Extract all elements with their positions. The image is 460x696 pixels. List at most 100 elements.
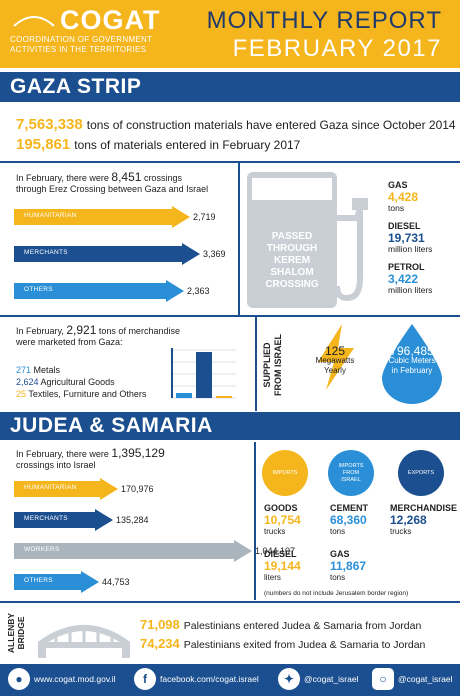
diesel-name: DIESEL xyxy=(264,549,297,559)
logo-subtitle-1: COORDINATION OF GOVERNMENT xyxy=(10,35,153,44)
vertical-divider xyxy=(254,442,256,600)
imports-circle: IMPORTS xyxy=(262,450,308,496)
electricity-unit-1: Megawatts xyxy=(315,356,355,365)
imports-israel-circle-label: IMPORTS FROM ISRAEL xyxy=(338,462,364,483)
water-drop-icon xyxy=(370,322,454,406)
judea-note: (numbers do not include Jerusalem border… xyxy=(264,590,409,597)
pump-text-2: THROUGH xyxy=(266,243,318,254)
arrow-label: HUMANITARIAN xyxy=(24,484,77,491)
vertical-divider xyxy=(255,317,257,411)
report-month: FEBRUARY 2017 xyxy=(232,35,442,62)
instagram-link[interactable]: @cogat_israel xyxy=(398,674,453,684)
divider xyxy=(0,161,460,163)
merch-bar-2 xyxy=(216,396,232,398)
merch-bar-1 xyxy=(196,352,212,398)
arrow-label: OTHERS xyxy=(24,577,53,584)
header: COGAT COORDINATION OF GOVERNMENT ACTIVIT… xyxy=(0,0,460,68)
water-unit-2: in February xyxy=(391,366,433,375)
exports-circle-label: EXPORTS xyxy=(407,469,435,476)
arrow-shape xyxy=(14,478,118,500)
supplied-label-2: FROM ISRAEL xyxy=(273,334,283,396)
erez-crossings-text: In February, there were 8,451 crossings … xyxy=(16,170,246,195)
allenby-exited: 74,234 Palestinians exited from Judea & S… xyxy=(140,636,425,651)
allenby-entered-text: Palestinians entered Judea & Samaria fro… xyxy=(183,620,422,632)
arrow-shape xyxy=(14,571,99,593)
judea-section-bar: JUDEA & SAMARIA xyxy=(0,412,460,440)
goods-name: GOODS xyxy=(264,503,298,513)
gas-stat: GAS 11,867 tons xyxy=(330,549,390,582)
logo-emblem-icon xyxy=(12,8,56,30)
arrow-value: 170,976 xyxy=(121,484,154,494)
diesel-stat: DIESEL 19,144 liters xyxy=(264,549,324,582)
fuel-petrol-value: 3,422 xyxy=(388,272,419,286)
twitter-icon[interactable]: ✦ xyxy=(278,668,300,690)
merch-textiles-label: Textiles, Furniture and Others xyxy=(28,389,147,399)
water-value: 796,485 xyxy=(390,344,434,358)
erez-pre: In February, there were xyxy=(16,173,109,183)
fuel-diesel-name: DIESEL xyxy=(388,221,421,231)
fuel-petrol: PETROL 3,422 million liters xyxy=(388,262,458,295)
allenby-exited-text: Palestinians exited from Judea & Samaria… xyxy=(183,639,426,651)
allenby-exited-value: 74,234 xyxy=(140,636,180,651)
arrow-shape xyxy=(14,243,200,265)
erez-crossings-value: 8,451 xyxy=(111,170,142,184)
fuel-list: GAS 4,428 tons DIESEL 19,731 million lit… xyxy=(388,180,458,295)
website-link[interactable]: www.cogat.mod.gov.il xyxy=(34,674,116,684)
divider xyxy=(0,315,460,317)
arrow-others: OTHERS 44,753 xyxy=(14,571,179,593)
fuel-pump-icon xyxy=(242,168,377,313)
pump-text: PASSED THROUGH KEREM SHALOM CROSSING xyxy=(247,231,337,291)
imports-israel-circle: IMPORTS FROM ISRAEL xyxy=(328,450,374,496)
globe-icon[interactable]: ● xyxy=(8,668,30,690)
fuel-petrol-name: PETROL xyxy=(388,262,425,272)
instagram-icon[interactable]: ○ xyxy=(372,668,394,690)
fuel-gas: GAS 4,428 tons xyxy=(388,180,458,213)
logo-word: COGAT xyxy=(60,5,161,35)
water-unit-1: Cubic Meters xyxy=(388,356,436,365)
arrow-others: OTHERS 2,363 xyxy=(14,280,264,302)
pump-text-5: CROSSING xyxy=(265,279,319,290)
goods-value: 10,754 xyxy=(264,513,301,527)
arrow-value: 2,363 xyxy=(187,286,210,296)
arrow-shape xyxy=(14,540,252,562)
allenby-label-text: ALLENBY BRIDGE xyxy=(6,606,26,660)
fuel-diesel: DIESEL 19,731 million liters xyxy=(388,221,458,254)
arrow-workers: WORKERS 1,044,107 xyxy=(14,540,332,562)
allenby-label-2: BRIDGE xyxy=(16,616,26,650)
arrow-shape xyxy=(14,509,113,531)
pump-text-3: KEREM xyxy=(273,255,311,266)
arrow-label: HUMANITARIAN xyxy=(24,212,77,219)
merchandise-name: MERCHANDISE xyxy=(390,503,458,513)
logo-subtitle-2: ACTIVITIES IN THE TERRITORIES xyxy=(10,45,147,54)
merch-metals-label: Metals xyxy=(33,365,61,375)
supplied-label-text: SUPPLIED FROM ISRAEL xyxy=(262,322,284,408)
arrow-value: 2,719 xyxy=(193,212,216,222)
merch-post: tons of merchandise xyxy=(98,326,180,336)
merch-agri-label: Agricultural Goods xyxy=(40,377,115,387)
merchandise-stat: MERCHANDISE 12,268 trucks xyxy=(390,503,458,536)
allenby-entered-value: 71,098 xyxy=(140,617,180,632)
merch-bar-chart xyxy=(170,348,236,400)
twitter-link[interactable]: @cogat_israel xyxy=(304,674,359,684)
merch-bar-0 xyxy=(176,393,192,398)
fuel-diesel-unit: million liters xyxy=(388,244,433,254)
allenby-label-1: ALLENBY xyxy=(6,612,16,654)
judea-pre: In February, there were xyxy=(16,449,109,459)
merch-text: In February, 2,921 tons of merchandise w… xyxy=(16,324,246,348)
merch-item-metals: 271 Metals xyxy=(16,364,146,376)
construction-stat: 7,563,338 tons of construction materials … xyxy=(16,116,456,133)
exports-circle: EXPORTS xyxy=(398,450,444,496)
construction-value: 7,563,338 xyxy=(16,116,83,133)
facebook-link[interactable]: facebook.com/cogat.israel xyxy=(160,674,259,684)
judea-crossings-value: 1,395,129 xyxy=(111,446,165,460)
judea-line2: crossings into Israel xyxy=(16,460,96,470)
gaza-section-bar: GAZA STRIP xyxy=(0,72,460,102)
arrow-humanitarian: HUMANITARIAN 2,719 xyxy=(14,206,270,228)
facebook-icon[interactable]: f xyxy=(134,668,156,690)
electricity-unit-2: Yearly xyxy=(324,366,346,375)
diesel-unit: liters xyxy=(264,573,281,582)
pump-text-4: SHALOM xyxy=(270,267,314,278)
cement-name: CEMENT xyxy=(330,503,368,513)
fuel-diesel-value: 19,731 xyxy=(388,231,425,245)
cement-stat: CEMENT 68,360 tons xyxy=(330,503,390,536)
